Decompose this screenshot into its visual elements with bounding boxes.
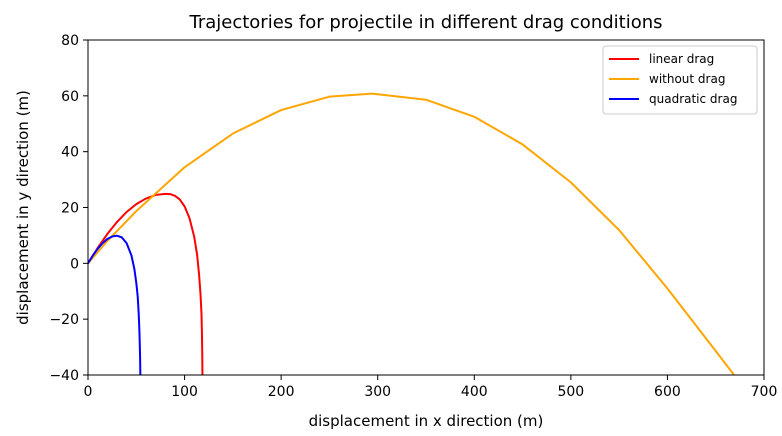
x-tick-label: 300 bbox=[364, 384, 391, 400]
y-tick-label: −40 bbox=[49, 368, 79, 384]
y-tick-label: 20 bbox=[61, 201, 79, 217]
x-tick-label: 400 bbox=[461, 384, 488, 400]
x-tick-label: 0 bbox=[84, 384, 93, 400]
x-tick-label: 600 bbox=[654, 384, 681, 400]
legend: linear drag without drag quadratic drag bbox=[602, 45, 758, 115]
legend-label-0: linear drag bbox=[649, 52, 714, 66]
series-line-0 bbox=[88, 192, 204, 375]
y-tick-label: 0 bbox=[70, 256, 79, 272]
legend-label-1: without drag bbox=[649, 72, 725, 86]
x-tick-label: 700 bbox=[751, 384, 778, 400]
y-tick-label: 80 bbox=[61, 33, 79, 49]
x-axis-label: displacement in x direction (m) bbox=[309, 412, 544, 430]
chart-title: Trajectories for projectile in different… bbox=[188, 12, 662, 33]
x-tick-label: 200 bbox=[268, 384, 295, 400]
y-tick-label: 40 bbox=[61, 145, 79, 161]
x-axis-ticks: 0 100 200 300 400 500 600 700 bbox=[84, 375, 778, 400]
y-axis-ticks: −40 −20 0 20 40 60 80 bbox=[49, 33, 88, 384]
x-tick-label: 100 bbox=[171, 384, 198, 400]
x-tick-label: 500 bbox=[557, 384, 584, 400]
series-line-2 bbox=[88, 234, 142, 375]
legend-label-2: quadratic drag bbox=[649, 92, 737, 106]
y-tick-label: 60 bbox=[61, 89, 79, 105]
y-axis-label: displacement in y direction (m) bbox=[14, 90, 32, 325]
legend-box bbox=[602, 45, 758, 115]
y-tick-label: −20 bbox=[49, 312, 79, 328]
series-line-1 bbox=[88, 92, 735, 375]
series-layer bbox=[88, 92, 735, 375]
